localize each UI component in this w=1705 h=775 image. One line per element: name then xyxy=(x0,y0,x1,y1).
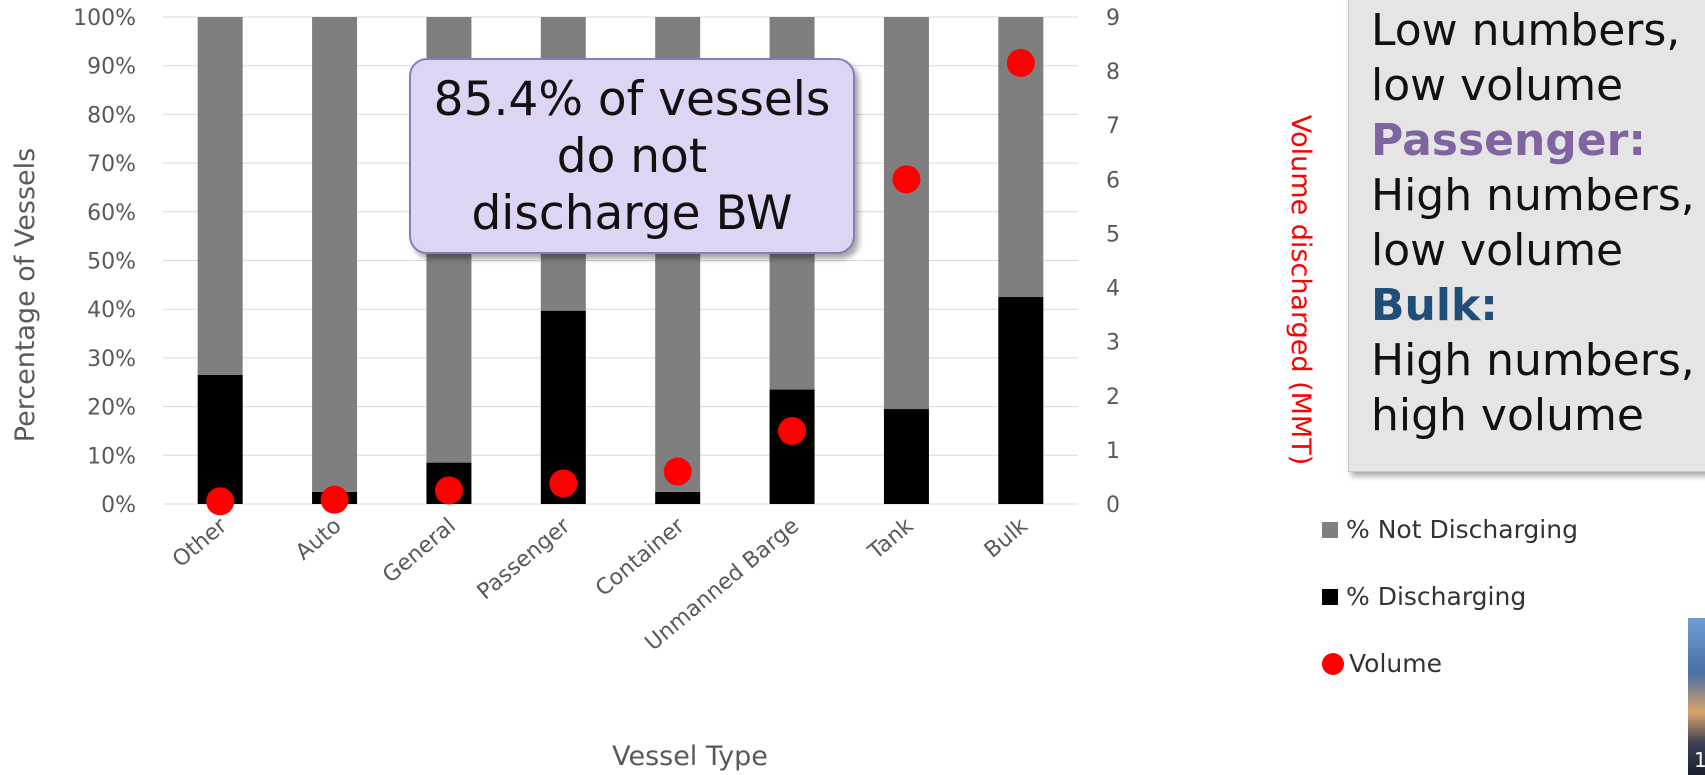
callout-line: discharge BW xyxy=(471,185,793,241)
legend-item: % Not Discharging xyxy=(1322,515,1578,544)
summary-line: high volume xyxy=(1371,390,1644,441)
y-axis-left-ticks: 0% 10% 20% 30% 40% 50% 60% 70% 80% 90% 100% xyxy=(73,6,136,518)
legend-square-marker xyxy=(1322,521,1338,538)
bar-discharging xyxy=(197,374,243,504)
volume-point xyxy=(549,469,578,498)
bar-discharging xyxy=(883,409,929,504)
summary-box: Low numbers, low volume Passenger: High num… xyxy=(1348,0,1705,472)
volume-point xyxy=(892,165,921,194)
y2-axis-title: Volume discharged (MMT) xyxy=(1285,115,1316,465)
y2-tick-label: 4 xyxy=(1106,277,1120,302)
legend-item: Volume xyxy=(1322,649,1442,678)
x-tick-label: Passenger xyxy=(473,513,576,605)
y-axis-title: Percentage of Vessels xyxy=(10,148,41,442)
y-tick-label: 10% xyxy=(87,444,136,469)
y-tick-label: 90% xyxy=(87,55,136,80)
y-tick-label: 70% xyxy=(87,152,136,177)
volume-point xyxy=(320,485,349,514)
y-tick-label: 60% xyxy=(87,201,136,226)
callout-line: do not xyxy=(556,128,708,184)
y2-tick-label: 5 xyxy=(1106,222,1120,247)
y-tick-label: 50% xyxy=(87,250,136,275)
x-axis-ticks: Other Auto General Passenger ContainerUnmann… xyxy=(168,513,1033,656)
x-tick-label: Other xyxy=(168,513,233,573)
callout-box: 85.4% of vessels do not discharge BW xyxy=(409,58,855,254)
bar-not-discharging xyxy=(197,17,243,375)
volume-point xyxy=(1006,48,1035,77)
y-tick-label: 20% xyxy=(87,396,136,421)
y2-tick-label: 3 xyxy=(1106,331,1120,356)
slide-number: 1 xyxy=(1694,748,1705,772)
y-tick-label: 80% xyxy=(87,103,136,128)
x-tick-label: Tank xyxy=(863,513,918,565)
summary-line: low volume xyxy=(1371,225,1624,276)
volume-point xyxy=(663,457,692,486)
summary-heading: Bulk: xyxy=(1371,280,1498,331)
y-axis-right-ticks: 0 1 2 3 4 5 6 7 8 9 xyxy=(1106,6,1120,518)
x-axis-title: Vessel Type xyxy=(612,741,768,772)
volume-series xyxy=(206,48,1035,516)
y-tick-label: 0% xyxy=(101,493,136,518)
x-tick-label: General xyxy=(378,513,460,588)
y-tick-label: 100% xyxy=(73,6,136,31)
y2-tick-label: 1 xyxy=(1106,439,1120,464)
volume-point xyxy=(434,476,463,505)
x-tick-label: Container xyxy=(591,513,690,602)
y2-tick-label: 7 xyxy=(1106,114,1120,139)
summary-line: Low numbers, xyxy=(1371,5,1681,56)
summary-line: High numbers, xyxy=(1371,170,1695,221)
bar-not-discharging xyxy=(883,17,929,410)
x-tick-label: Bulk xyxy=(980,513,1033,563)
bar-discharging xyxy=(655,491,701,504)
combo-chart: 0% 10% 20% 30% 40% 50% 60% 70% 80% 90% 100% 0 1 2 3 4 5… xyxy=(10,6,1316,772)
y2-tick-label: 8 xyxy=(1106,60,1120,85)
y2-tick-label: 6 xyxy=(1106,168,1120,193)
bar-not-discharging xyxy=(312,17,358,492)
y2-tick-label: 9 xyxy=(1106,6,1120,31)
y2-tick-label: 0 xyxy=(1106,493,1120,518)
x-tick-label: Auto xyxy=(291,513,346,565)
summary-heading: Passenger: xyxy=(1371,115,1646,166)
legend-item: % Discharging xyxy=(1322,582,1526,611)
legend-label: Volume xyxy=(1349,649,1442,678)
legend-dot-marker xyxy=(1322,652,1344,675)
callout-text: 85.4% of vessels do not discharge BW xyxy=(434,71,831,242)
legend-label: % Discharging xyxy=(1346,582,1527,611)
bar-discharging xyxy=(998,297,1044,504)
legend-label: % Not Discharging xyxy=(1346,515,1578,544)
summary-line: low volume xyxy=(1371,60,1624,111)
callout-line: 85.4% of vessels xyxy=(433,71,831,127)
bar-discharging xyxy=(769,389,815,504)
volume-point xyxy=(206,487,235,516)
y2-tick-label: 2 xyxy=(1106,385,1120,410)
y-tick-label: 40% xyxy=(87,298,136,323)
y-tick-label: 30% xyxy=(87,347,136,372)
slide-thumbnail-image xyxy=(1688,618,1705,775)
summary-line: High numbers, xyxy=(1371,335,1695,386)
volume-point xyxy=(778,416,807,445)
legend-square-marker xyxy=(1322,588,1338,605)
